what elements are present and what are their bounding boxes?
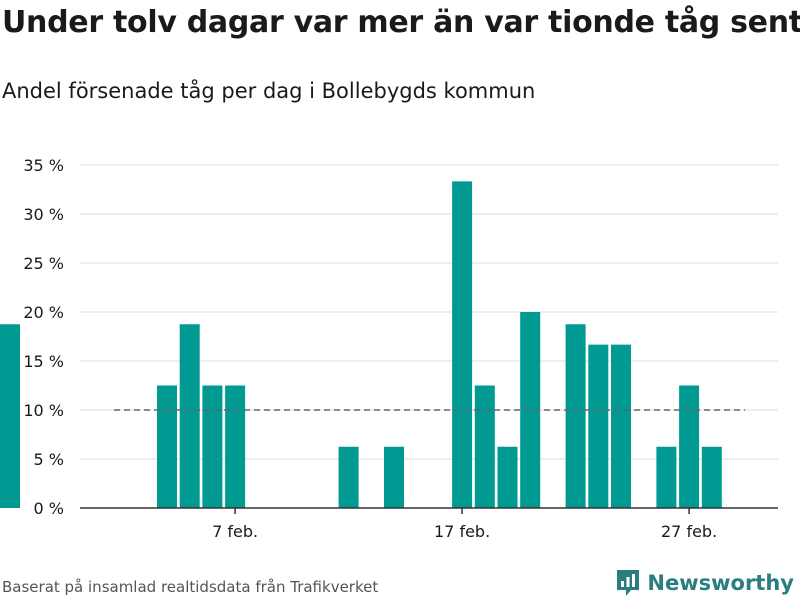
bar (157, 385, 177, 508)
bar (679, 385, 700, 508)
y-tick-label: 35 % (23, 156, 64, 175)
chart-title: Under tolv dagar var mer än var tionde t… (2, 5, 800, 40)
chart-subtitle: Andel försenade tåg per dag i Bollebygds… (2, 79, 536, 103)
axes: 0 % 5 % 10 % 15 % 20 % 25 % 30 % 35 % 7 feb. 17 f… (23, 156, 778, 541)
bar (588, 344, 609, 508)
bar (565, 324, 586, 508)
x-tick-label: 17 feb. (434, 522, 490, 541)
y-tick-label: 15 % (23, 352, 64, 371)
bar (202, 385, 223, 508)
brand-name: Newsworthy (647, 571, 794, 595)
bar (611, 344, 631, 508)
y-tick-label: 20 % (23, 303, 64, 322)
bar (474, 385, 495, 508)
bar (701, 446, 722, 508)
brand-logo: Newsworthy (615, 568, 794, 598)
y-tick-label: 0 % (34, 499, 64, 518)
bar-chart: 0 % 5 % 10 % 15 % 20 % 25 % 30 % 35 % 7 feb. 17 f… (0, 156, 778, 541)
y-tick-label: 25 % (23, 254, 64, 273)
bar (225, 385, 246, 508)
bar (520, 312, 541, 508)
x-tick-label: 7 feb. (212, 522, 258, 541)
newsworthy-logo-icon (617, 570, 640, 596)
bar (0, 324, 20, 508)
bar (338, 446, 359, 508)
x-tick-label: 27 feb. (661, 522, 717, 541)
source-note: Baserat på insamlad realtidsdata från Tr… (2, 578, 379, 596)
bar (656, 446, 677, 508)
bar (179, 324, 200, 508)
y-tick-label: 30 % (23, 205, 64, 224)
bar (452, 181, 473, 508)
y-tick-label: 10 % (23, 401, 64, 420)
bar (497, 446, 518, 508)
y-tick-label: 5 % (34, 450, 64, 469)
bar (384, 446, 404, 508)
bars (0, 181, 722, 508)
